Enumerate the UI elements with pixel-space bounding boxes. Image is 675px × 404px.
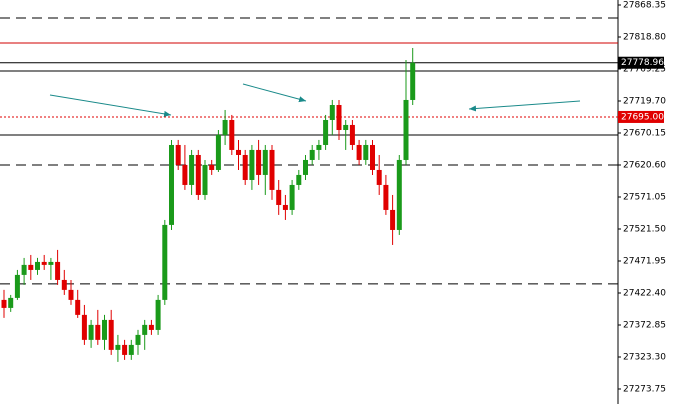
candle-body (142, 324, 148, 335)
price-label: 27778.96 (621, 58, 664, 68)
y-tick-label: 27372.85 (623, 320, 666, 330)
candle-body (289, 184, 295, 210)
y-tick-label: 27471.95 (623, 256, 666, 266)
candle-body (61, 279, 67, 290)
candle-body (155, 299, 161, 330)
candle-body (189, 154, 195, 185)
candle-body (269, 149, 275, 190)
candle-body (35, 261, 40, 270)
candle-body (336, 105, 342, 130)
candle-body (75, 299, 81, 315)
candle-body (68, 289, 74, 300)
y-tick-label: 27620.60 (623, 160, 666, 170)
candle-body (296, 174, 302, 185)
candle-body (102, 319, 107, 340)
candle-body (383, 184, 389, 210)
candle-body (222, 119, 228, 135)
candle-body (162, 224, 168, 300)
candle-body (316, 144, 322, 150)
candle-body (262, 149, 268, 175)
candle-body (329, 105, 335, 120)
candle-body (128, 344, 134, 355)
candle-body (215, 134, 221, 170)
candle-body (236, 149, 241, 155)
candle-body (175, 144, 181, 165)
y-tick-label: 27323.30 (623, 352, 666, 362)
candle-body (396, 159, 402, 230)
candle-body (115, 344, 121, 350)
candle-body (242, 154, 248, 180)
candle-body (81, 314, 87, 340)
candle-body (370, 144, 375, 170)
y-tick-label: 27769.25 (623, 65, 666, 75)
y-tick-label: 27818.80 (623, 33, 666, 43)
candle-body (343, 124, 349, 130)
candle-body (249, 149, 255, 180)
candle-body (55, 261, 61, 280)
y-tick-label: 27273.75 (623, 384, 666, 394)
candle-body (195, 154, 201, 195)
candle-body (349, 124, 355, 145)
annotation-arrows (49, 83, 581, 117)
candle-body (95, 324, 101, 340)
y-tick-label: 27868.35 (623, 1, 666, 11)
candle-body (122, 344, 128, 355)
arrow (468, 100, 581, 112)
candle-body (41, 261, 47, 265)
price-label-box (618, 110, 664, 123)
candle-body (182, 164, 188, 185)
candle-body (48, 261, 54, 265)
candle-body (363, 144, 369, 160)
candle-body (108, 319, 114, 350)
candle-body (256, 149, 262, 175)
candle-body (390, 209, 396, 230)
y-tick-label: 27571.05 (623, 192, 666, 202)
candle-body (323, 119, 329, 145)
candle-body (28, 264, 34, 270)
y-tick-label: 27719.70 (623, 97, 666, 107)
candle-body (14, 274, 20, 298)
candle-body (8, 297, 14, 308)
price-label-box (618, 56, 664, 69)
candle-body (356, 144, 362, 160)
candle-body (169, 144, 174, 225)
candle-body (148, 324, 154, 330)
candle-body (376, 169, 382, 185)
candle-body (21, 264, 27, 275)
candle-body (229, 119, 235, 150)
candle-body (276, 189, 282, 205)
candle-body (303, 159, 308, 175)
candle-body (403, 99, 409, 160)
candle-body (309, 149, 315, 160)
candle-body (282, 204, 288, 210)
candle-body (1, 299, 7, 308)
candle-body (88, 324, 94, 340)
candle-body (202, 164, 208, 195)
price-label: 27695.00 (621, 112, 664, 122)
arrow (242, 83, 307, 103)
candle-body (209, 164, 215, 170)
candle-body (135, 334, 141, 345)
candle-body (410, 62, 416, 100)
y-tick-label: 27422.40 (623, 288, 666, 298)
y-tick-label: 27670.15 (623, 128, 666, 138)
y-tick-label: 27521.50 (623, 224, 666, 234)
arrow (49, 94, 172, 117)
